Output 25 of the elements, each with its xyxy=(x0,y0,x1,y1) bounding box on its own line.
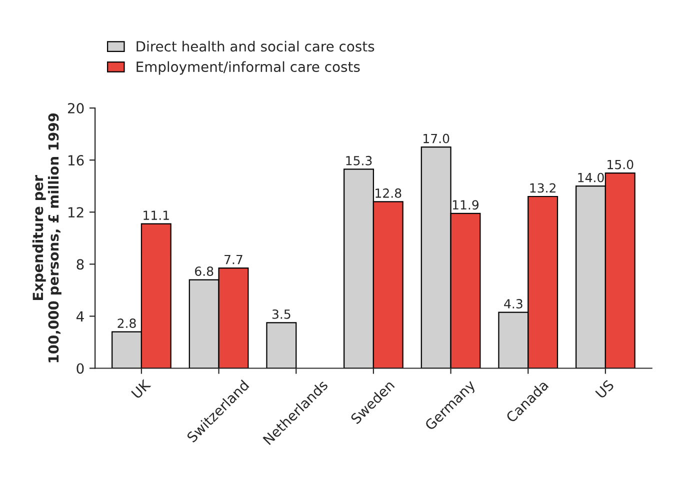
data-label: 6.8 xyxy=(195,266,214,276)
y-tick-label: 16 xyxy=(68,155,84,166)
y-tick-label: 20 xyxy=(68,102,84,114)
y-tick-label: 12 xyxy=(68,207,84,218)
data-label: 7.7 xyxy=(224,254,242,264)
legend-label: Direct health and social care costs xyxy=(136,40,374,52)
data-label: 13.2 xyxy=(530,183,556,193)
data-label: 11.1 xyxy=(144,210,169,220)
x-tick-label: US xyxy=(595,379,614,399)
data-label: 14.0 xyxy=(578,172,604,182)
data-label: 11.9 xyxy=(452,200,479,210)
data-label: 4.3 xyxy=(504,299,522,308)
data-label: 12.8 xyxy=(376,188,402,198)
data-label: 15.3 xyxy=(346,156,372,166)
data-label: 2.8 xyxy=(118,318,136,328)
data-label: 17.0 xyxy=(424,134,450,144)
bar xyxy=(266,322,297,368)
y-axis-title: Expenditure per 100,000 persons, £ million 1999 xyxy=(32,113,62,362)
y-tick-label: 4 xyxy=(76,311,84,322)
y-tick-label: 8 xyxy=(76,259,84,270)
data-label: 3.5 xyxy=(272,309,290,319)
legend-label: Employment/informal care costs xyxy=(136,61,360,75)
x-tick-label: UK xyxy=(131,378,152,400)
data-label: 15.0 xyxy=(608,160,634,170)
y-tick-label: 0 xyxy=(76,363,84,374)
